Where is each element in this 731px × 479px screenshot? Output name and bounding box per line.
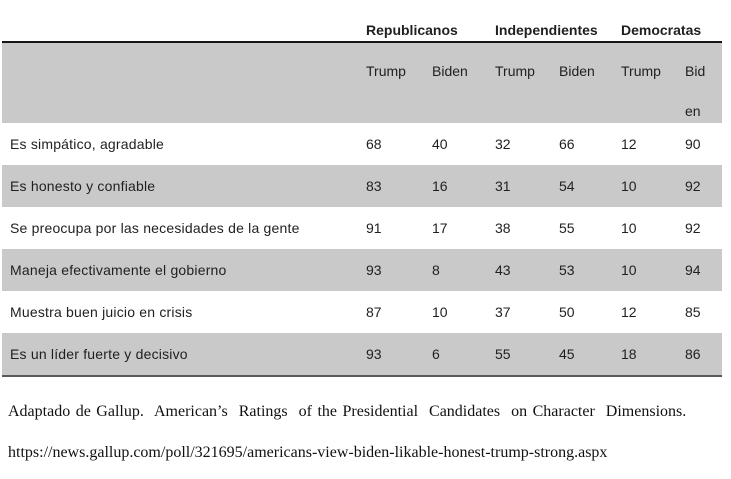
cell-value: 18 (621, 346, 637, 362)
group-header-independientes: Independientes (495, 22, 598, 38)
cell-value: 55 (559, 220, 575, 236)
cell-value: 10 (621, 262, 637, 278)
subheader-dem-biden-line2: en (685, 103, 701, 119)
table-row: Es honesto y confiable 83 16 31 54 10 92 (2, 165, 722, 207)
subheader-dem-trump: Trump (621, 63, 661, 79)
cell-value: 94 (685, 262, 701, 278)
cell-value: 17 (432, 220, 448, 236)
subheader-rep-trump: Trump (366, 63, 406, 79)
cell-value: 37 (495, 304, 511, 320)
table-row: Maneja efectivamente el gobierno 93 8 43 53 1… (2, 249, 722, 291)
cell-value: 12 (621, 304, 637, 320)
source-text: Adaptado de Gallup. American’s Ratings o… (8, 403, 687, 420)
subheader-dem-biden: Bid en (685, 51, 722, 131)
row-label: Es un líder fuerte y decisivo (10, 346, 188, 362)
group-header-democratas: Democratas (621, 22, 702, 38)
cell-value: 55 (495, 346, 511, 362)
cell-value: 92 (685, 220, 701, 236)
cell-value: 90 (685, 136, 701, 152)
table-row: Es simpático, agradable 68 40 32 66 12 90 (2, 123, 722, 165)
row-label: Se preocupa por las necesidades de la ge… (10, 220, 300, 236)
cell-value: 40 (432, 136, 448, 152)
cell-value: 83 (366, 178, 382, 194)
cell-value: 38 (495, 220, 511, 236)
cell-value: 10 (621, 178, 637, 194)
row-label: Muestra buen juicio en crisis (10, 304, 193, 320)
cell-value: 50 (559, 304, 575, 320)
table-row: Muestra buen juicio en crisis 87 10 37 50 12 8… (2, 291, 722, 333)
cell-value: 86 (685, 346, 701, 362)
source-note: Adaptado de Gallup. American’s Ratings o… (8, 377, 723, 462)
group-header-republicanos: Republicanos (366, 22, 458, 38)
cell-value: 91 (366, 220, 382, 236)
row-label: Maneja efectivamente el gobierno (10, 262, 227, 278)
table-row: Se preocupa por las necesidades de la ge… (2, 207, 722, 249)
table-group-header-row: Republicanos Independientes Democratas (2, 0, 722, 43)
ratings-table: Republicanos Independientes Democratas T… (2, 0, 722, 377)
subheader-ind-biden: Biden (559, 63, 595, 79)
cell-value: 54 (559, 178, 575, 194)
cell-value: 92 (685, 178, 701, 194)
cell-value: 6 (432, 346, 440, 362)
cell-value: 85 (685, 304, 701, 320)
cell-value: 93 (366, 262, 382, 278)
cell-value: 45 (559, 346, 575, 362)
cell-value: 12 (621, 136, 637, 152)
cell-value: 87 (366, 304, 382, 320)
cell-value: 93 (366, 346, 382, 362)
cell-value: 31 (495, 178, 511, 194)
cell-value: 10 (432, 304, 448, 320)
cell-value: 66 (559, 136, 575, 152)
row-label: Es honesto y confiable (10, 178, 156, 194)
cell-value: 43 (495, 262, 511, 278)
cell-value: 8 (432, 262, 440, 278)
subheader-ind-trump: Trump (495, 63, 535, 79)
table-subheader-row: Trump Biden Trump Biden Trump Bid en (2, 43, 722, 123)
cell-value: 53 (559, 262, 575, 278)
table-body: Es simpático, agradable 68 40 32 66 12 90 Es ho… (2, 123, 722, 377)
table-row: Es un líder fuerte y decisivo 93 6 55 45 18 86 (2, 333, 722, 377)
cell-value: 68 (366, 136, 382, 152)
cell-value: 32 (495, 136, 511, 152)
subheader-dem-biden-line1: Bid (685, 63, 706, 79)
row-label: Es simpático, agradable (10, 136, 165, 152)
source-url: https://news.gallup.com/poll/321695/amer… (8, 444, 608, 461)
cell-value: 16 (432, 178, 448, 194)
cell-value: 10 (621, 220, 637, 236)
group-header-spacer (2, 38, 366, 41)
subheader-rep-biden: Biden (432, 63, 468, 79)
